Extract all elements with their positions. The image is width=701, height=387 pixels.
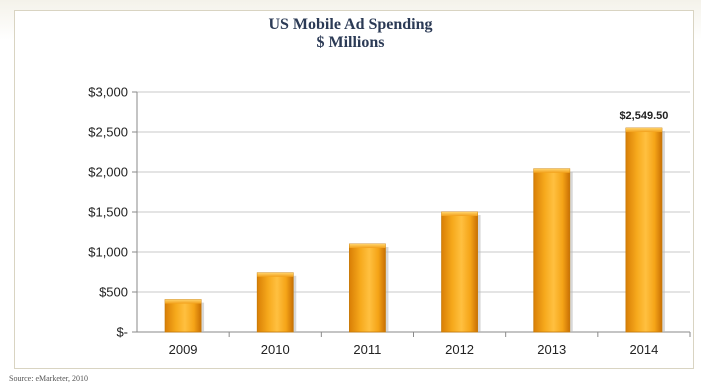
y-tick-label: $1,000 [88, 245, 128, 260]
y-tick-label: $1,500 [88, 205, 128, 220]
bar-cap [625, 128, 662, 133]
bar-2013 [533, 168, 571, 333]
bar-2009 [164, 299, 202, 333]
chart-subtitle: $ Millions [316, 34, 385, 51]
bar-2010 [256, 272, 294, 333]
x-tick-label: 2009 [169, 342, 198, 357]
x-tick-label: 2010 [261, 342, 290, 357]
bar-cap [257, 272, 294, 277]
axes [132, 91, 691, 337]
bar-cap [165, 299, 202, 304]
chart-title: US Mobile Ad Spending [268, 16, 433, 33]
y-tick-label: $2,000 [88, 165, 128, 180]
y-tick-label: $3,000 [88, 85, 128, 100]
y-tick-label: $2,500 [88, 125, 128, 140]
bar-2011 [349, 243, 386, 333]
y-tick-label: $500 [99, 285, 128, 300]
bar-2012 [441, 211, 478, 333]
x-tick-label: 2014 [629, 342, 658, 357]
x-tick-label: 2011 [353, 342, 381, 357]
bars [164, 127, 665, 333]
source-note: Source: eMarketer, 2010 [9, 374, 88, 383]
data-label: $2,549.50 [619, 110, 668, 122]
y-tick-label: $- [116, 325, 128, 340]
x-tick-label: 2012 [445, 342, 474, 357]
bar-2014 [625, 127, 663, 333]
bar-cap [533, 168, 570, 173]
chart-title-block: US Mobile Ad Spending $ Millions [0, 16, 701, 52]
bar-cap [441, 212, 478, 216]
x-tick-label: 2013 [537, 342, 566, 357]
gridlines [137, 91, 690, 293]
labels: $- $500 $1,000 $1,500 $2,000 $2,500 $3,000 2009… [88, 85, 668, 358]
bar-cap [349, 244, 386, 248]
